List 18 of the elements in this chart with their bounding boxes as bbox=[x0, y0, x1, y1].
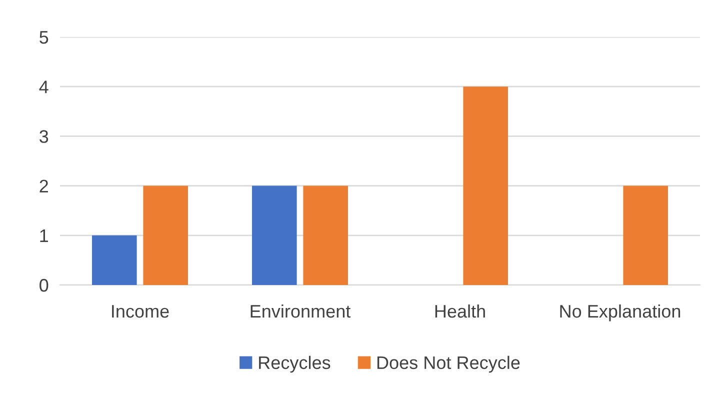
y-tick-label: 2 bbox=[40, 180, 48, 192]
legend-label: Recycles bbox=[259, 356, 330, 373]
y-tick-label: 3 bbox=[40, 130, 48, 143]
bar bbox=[463, 86, 508, 285]
bar bbox=[143, 186, 188, 285]
y-tick-label: 0 bbox=[40, 278, 48, 292]
y-tick-label: 4 bbox=[39, 80, 48, 94]
bar bbox=[623, 186, 668, 285]
legend-label: Does Not Recycle bbox=[377, 356, 520, 373]
bar bbox=[252, 186, 297, 285]
y-tick-label: 5 bbox=[40, 31, 48, 44]
bar bbox=[303, 186, 348, 285]
x-tick-label: Environment bbox=[250, 304, 351, 318]
x-tick-label: Health bbox=[435, 304, 485, 318]
bar bbox=[92, 235, 137, 285]
y-tick-label: 1 bbox=[40, 230, 48, 242]
x-tick-label: Income bbox=[112, 305, 169, 318]
x-tick-label: No Explanation bbox=[560, 304, 680, 322]
